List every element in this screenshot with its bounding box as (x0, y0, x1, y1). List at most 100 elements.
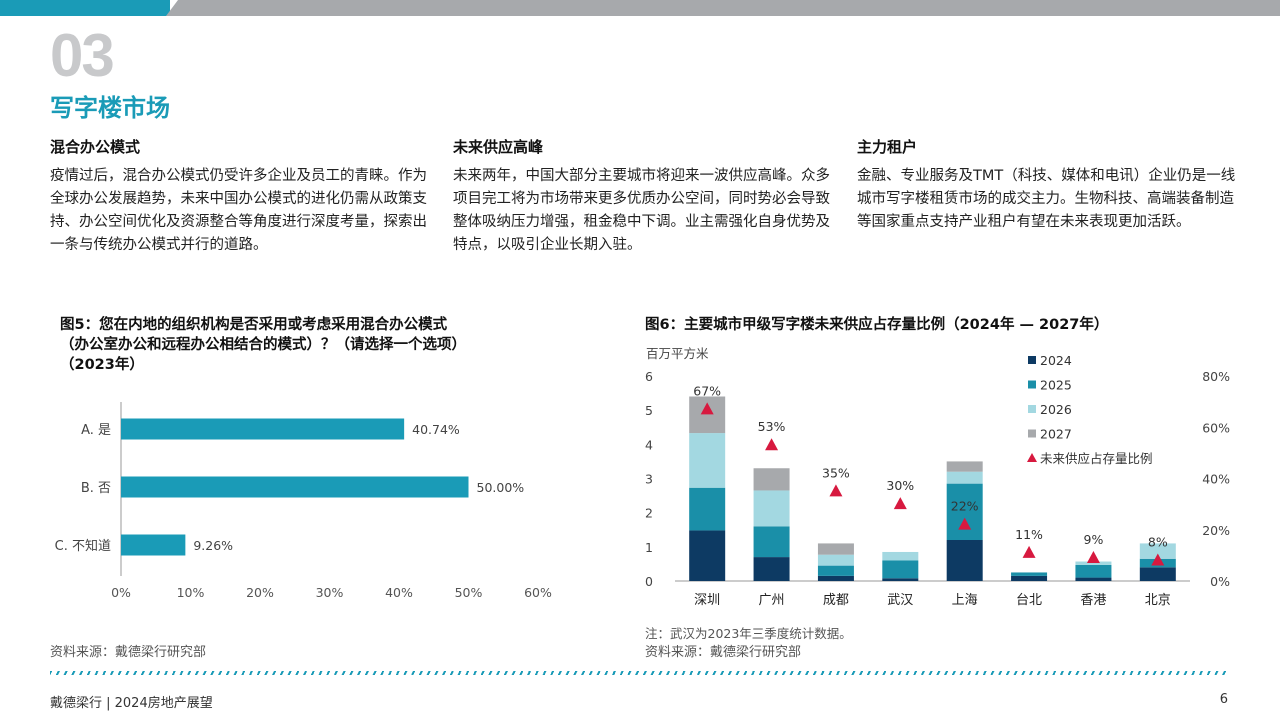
y-axis-label: 百万平方米 (646, 346, 709, 361)
legend-label: 2025 (1040, 378, 1072, 393)
bar-segment-2026 (946, 471, 983, 484)
ratio-label: 53% (758, 419, 786, 434)
bar-segment-2025 (753, 526, 790, 558)
figure6-chart: 百万平方米01234560%20%40%60%80%深圳67%广州53%成都35… (645, 346, 1230, 608)
legend-label: 2024 (1040, 353, 1072, 368)
x-tick-label: 40% (385, 585, 413, 600)
ratio-marker (958, 517, 972, 530)
y2-tick-label: 20% (1202, 523, 1230, 538)
bar-segment-2024 (817, 575, 854, 581)
legend-label: 2027 (1040, 427, 1072, 442)
column-heading: 未来供应高峰 (453, 138, 544, 156)
ratio-label: 67% (693, 383, 721, 398)
bar (121, 534, 186, 556)
bar-segment-2025 (882, 560, 919, 579)
ratio-marker (893, 497, 907, 510)
figure6-source: 资料来源：戴德梁行研究部 (645, 645, 802, 660)
legend-ratio-marker (1027, 453, 1037, 462)
ratio-label: 9% (1084, 532, 1104, 547)
bar-segment-2026 (817, 554, 854, 566)
data-label: 50.00% (477, 480, 525, 495)
y2-tick-label: 0% (1210, 574, 1230, 589)
column-heading: 混合办公模式 (50, 138, 141, 156)
column-body: 疫情过后，混合办公模式仍受许多企业及员工的青睐。作为全球办公发展趋势，未来中国办… (50, 168, 427, 253)
figure6-note: 注：武汉为2023年三季度统计数据。 (645, 626, 852, 641)
ratio-label: 30% (886, 478, 914, 493)
bar-segment-2024 (753, 557, 790, 581)
bar-segment-2025 (946, 483, 983, 540)
bar-segment-2024 (946, 540, 983, 581)
ratio-marker (1086, 550, 1100, 563)
bar-segment-2027 (817, 543, 854, 555)
bar-segment-2025 (1075, 564, 1112, 578)
bar-segment-2025 (817, 565, 854, 576)
bar-segment-2024 (1075, 577, 1112, 581)
ratio-marker (700, 402, 714, 415)
footer-publication: 戴德梁行 | 2024房地产展望 (50, 696, 213, 711)
figure5-title-line: （2023年） (60, 357, 144, 373)
figure5-title-line: 图5：您在内地的组织机构是否采用或考虑采用混合办公模式 (60, 317, 448, 333)
ratio-label: 8% (1148, 535, 1168, 550)
category-label: 香港 (1080, 593, 1106, 608)
bar-segment-2027 (689, 396, 726, 434)
y2-tick-label: 60% (1202, 420, 1230, 435)
bar-segment-2024 (689, 530, 726, 581)
figure6-title: 图6：主要城市甲级写字楼未来供应占存量比例（2024年 — 2027年） (645, 317, 1109, 333)
ratio-marker (1022, 545, 1036, 558)
bar (121, 476, 469, 498)
bar-segment-2024 (1139, 567, 1176, 581)
bar-segment-2027 (753, 468, 790, 491)
category-label: 成都 (823, 593, 849, 608)
bar (121, 418, 405, 440)
page-number: 6 (1219, 692, 1228, 707)
x-tick-label: 10% (177, 585, 205, 600)
figure5-title: 图5：您在内地的组织机构是否采用或考虑采用混合办公模式 （办公室办公和远程办公相… (60, 315, 466, 375)
legend-swatch (1028, 405, 1036, 413)
x-tick-label: 0% (111, 585, 131, 600)
ratio-label: 35% (822, 465, 850, 480)
y-tick-label: 4 (645, 437, 653, 452)
y-tick-label: 5 (645, 403, 653, 418)
category-label: 武汉 (887, 593, 913, 608)
column-supply-peak: 未来供应高峰 未来两年，中国大部分主要城市将迎来一波供应高峰。众多项目完工将为市… (453, 136, 833, 257)
bar-segment-2026 (1139, 543, 1176, 559)
bar-segment-2026 (753, 490, 790, 527)
ratio-marker (829, 484, 843, 497)
category-label: 上海 (952, 593, 978, 608)
y2-tick-label: 40% (1202, 472, 1230, 487)
x-tick-label: 60% (524, 585, 552, 600)
section-title: 写字楼市场 (50, 94, 170, 122)
footer-divider (50, 671, 1230, 675)
legend-swatch (1028, 380, 1036, 389)
legend-label: 未来供应占存量比例 (1040, 451, 1153, 466)
y-tick-label: 2 (645, 506, 653, 521)
column-heading: 主力租户 (857, 138, 918, 156)
y-tick-label: 0 (645, 574, 653, 589)
category-label: B. 否 (81, 481, 111, 496)
category-label: A. 是 (81, 423, 111, 438)
x-tick-label: 20% (246, 585, 274, 600)
figure5-title-line: （办公室办公和远程办公相结合的模式）？（请选择一个选项） (60, 337, 466, 353)
figure5-chart: 0% 10% 20% 30% 40% 50% 60% A. 是 40.74% B. 否 50.00%… (55, 402, 552, 600)
legend-swatch (1028, 429, 1036, 438)
y-tick-label: 1 (645, 540, 653, 555)
bar-segment-2026 (882, 551, 919, 561)
category-label: 北京 (1145, 593, 1171, 608)
legend-label: 2026 (1040, 402, 1072, 417)
bar-segment-2025 (1011, 572, 1048, 576)
column-main-tenants: 主力租户 金融、专业服务及TMT（科技、媒体和电讯）企业仍是一线城市写字楼租赁市… (857, 136, 1237, 234)
category-label: 深圳 (694, 593, 720, 608)
bar-segment-2024 (882, 578, 919, 581)
legend-swatch (1028, 356, 1036, 364)
ratio-marker (1151, 553, 1165, 566)
y-tick-label: 3 (645, 472, 653, 487)
bar-segment-2024 (1011, 575, 1048, 581)
bar-segment-2026 (689, 433, 726, 488)
category-label: 台北 (1016, 593, 1042, 608)
top-accent-bar (0, 0, 170, 16)
bar-segment-2025 (689, 487, 726, 531)
ratio-label: 11% (1015, 527, 1043, 542)
section-number: 03 (50, 22, 115, 89)
category-label: C. 不知道 (55, 538, 111, 554)
bar-segment-2026 (1075, 561, 1112, 565)
